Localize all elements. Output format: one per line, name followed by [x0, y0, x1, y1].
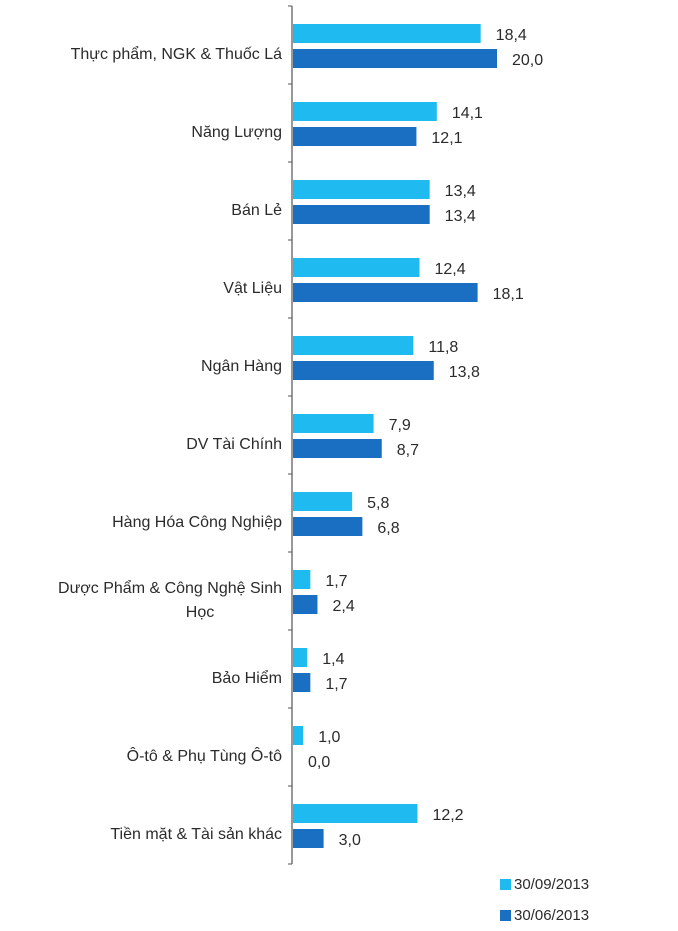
legend-swatch-series-1 — [500, 879, 511, 890]
data-label-series-1: 1,0 — [318, 729, 340, 746]
bar-series-1 — [293, 24, 481, 43]
bar-series-1 — [293, 648, 308, 667]
bar-series-1 — [293, 492, 353, 511]
legend-item-series-1: 30/09/2013 — [500, 869, 589, 900]
bar-series-2 — [293, 49, 497, 68]
bar-series-2 — [293, 127, 417, 146]
data-label-series-2: 3,0 — [339, 832, 361, 849]
category-label: Bảo Hiểm — [212, 669, 282, 687]
data-label-series-2: 2,4 — [332, 598, 354, 615]
legend-item-series-2: 30/06/2013 — [500, 900, 589, 931]
data-label-series-1: 12,2 — [432, 807, 463, 824]
bar-series-2 — [293, 829, 324, 848]
category-label: Ô-tô & Phụ Tùng Ô-tô — [127, 746, 282, 765]
bar-series-1 — [293, 804, 418, 823]
data-label-series-2: 12,1 — [431, 130, 462, 147]
category-label: Bán Lẻ — [231, 202, 282, 219]
bar-series-1 — [293, 336, 414, 355]
category-label: Hàng Hóa Công Nghiệp — [112, 514, 282, 531]
data-label-series-1: 7,9 — [389, 417, 411, 434]
category-label: Năng Lượng — [191, 124, 282, 141]
data-label-series-2: 18,1 — [493, 286, 524, 303]
bar-series-2 — [293, 439, 382, 458]
data-label-series-2: 13,4 — [445, 208, 476, 225]
bar-series-1 — [293, 258, 420, 277]
data-label-series-2: 1,7 — [325, 676, 347, 693]
category-label: DV Tài Chính — [186, 436, 282, 453]
data-label-series-1: 5,8 — [367, 495, 389, 512]
bar-series-1 — [293, 102, 437, 121]
legend: 30/09/2013 30/06/2013 — [500, 869, 589, 931]
data-label-series-1: 11,8 — [428, 339, 458, 356]
legend-swatch-series-2 — [500, 910, 511, 921]
data-label-series-2: 20,0 — [512, 52, 543, 69]
category-label: Dược Phẩm & Công Nghệ Sinh Học — [58, 579, 282, 621]
bar-series-1 — [293, 180, 430, 199]
data-label-series-2: 13,8 — [449, 364, 480, 381]
bar-series-1 — [293, 726, 304, 745]
bar-series-1 — [293, 570, 311, 589]
legend-label-series-2: 30/06/2013 — [514, 907, 590, 924]
data-label-series-1: 1,7 — [325, 573, 347, 590]
data-label-series-1: 14,1 — [452, 105, 483, 122]
data-label-series-1: 13,4 — [445, 183, 476, 200]
bar-series-2 — [293, 205, 430, 224]
category-label: Thực phẩm, NGK & Thuốc Lá — [71, 45, 283, 63]
bar-series-2 — [293, 283, 478, 302]
bar-series-2 — [293, 517, 363, 536]
data-label-series-1: 12,4 — [434, 261, 465, 278]
bar-series-2 — [293, 673, 311, 692]
bar-series-2 — [293, 361, 434, 380]
data-label-series-2: 6,8 — [377, 520, 399, 537]
category-label: Vật Liệu — [223, 280, 282, 297]
data-label-series-1: 1,4 — [322, 651, 344, 668]
bar-series-1 — [293, 414, 374, 433]
data-label-series-1: 18,4 — [496, 27, 527, 44]
data-label-series-2: 8,7 — [397, 442, 419, 459]
category-label: Tiền mặt & Tài sản khác — [110, 826, 282, 843]
legend-label-series-1: 30/09/2013 — [514, 876, 590, 893]
category-label: Ngân Hàng — [201, 358, 282, 375]
bar-series-2 — [293, 595, 318, 614]
data-label-series-2: 0,0 — [308, 754, 330, 771]
